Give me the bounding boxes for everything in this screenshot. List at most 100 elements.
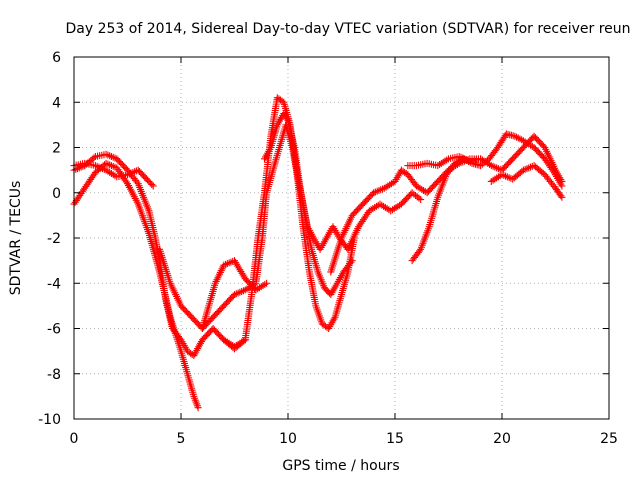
data-point (417, 196, 425, 204)
data-point (255, 284, 263, 292)
data-point (386, 181, 394, 189)
data-point (498, 171, 506, 179)
y-tick-label: -6 (47, 322, 61, 338)
data-point (149, 182, 157, 190)
data-point (127, 169, 135, 177)
data-point (493, 164, 501, 172)
data-point (387, 207, 395, 215)
data-point (80, 186, 88, 194)
data-point (194, 404, 202, 412)
y-tick-label: -10 (38, 412, 61, 428)
data-point (100, 165, 108, 173)
data-point (491, 175, 499, 183)
data-point (234, 340, 242, 348)
data-point (384, 182, 392, 190)
data-point (502, 172, 510, 180)
y-tick-label: 4 (52, 95, 61, 111)
data-point (234, 289, 242, 297)
data-point (263, 279, 271, 287)
data-point (416, 184, 424, 192)
data-point (223, 338, 231, 346)
data-point (74, 195, 82, 203)
data-point (412, 182, 420, 190)
data-point (358, 217, 366, 225)
data-point (83, 181, 91, 189)
data-point (111, 172, 119, 180)
series-track-11 (487, 162, 566, 201)
x-tick-label: 25 (600, 431, 618, 447)
data-point (486, 160, 494, 168)
data-point (75, 193, 83, 201)
data-point (84, 179, 92, 187)
data-point (480, 157, 488, 165)
data-point (196, 341, 204, 349)
data-point (133, 178, 141, 186)
x-tick-label: 15 (386, 431, 404, 447)
data-point (439, 158, 447, 166)
data-point (191, 350, 199, 358)
y-tick-label: -4 (47, 276, 61, 292)
y-tick-labels: -10 -8 -6 -4 -2 0 2 4 6 (38, 50, 61, 428)
data-point (357, 219, 365, 227)
y-tick-label: 6 (52, 50, 61, 66)
data-points (70, 94, 566, 412)
data-point (81, 184, 89, 192)
series-track-8 (327, 155, 485, 276)
data-point (77, 190, 85, 198)
data-point (82, 182, 90, 190)
data-point (74, 165, 82, 173)
series-track-10 (404, 132, 566, 185)
data-point (261, 280, 269, 288)
data-point (443, 156, 451, 164)
data-point (196, 339, 204, 347)
data-point (132, 167, 140, 175)
data-point (257, 283, 265, 291)
x-tick-label: 0 (70, 431, 79, 447)
data-point (381, 203, 389, 211)
data-point (390, 205, 398, 213)
data-point (356, 221, 364, 229)
data-point (106, 152, 114, 160)
data-point (437, 159, 445, 167)
data-point (493, 174, 501, 182)
x-axis-label: GPS time / hours (282, 458, 399, 474)
data-point (239, 287, 247, 295)
data-point (71, 198, 79, 206)
data-point (363, 210, 371, 218)
data-point (195, 343, 203, 351)
data-point (122, 178, 130, 186)
series-track-7 (260, 110, 425, 253)
data-point (558, 193, 566, 201)
data-point (369, 205, 377, 213)
x-tick-label: 20 (493, 431, 511, 447)
data-point (283, 115, 291, 123)
data-point (418, 185, 426, 193)
data-point (223, 260, 231, 268)
y-tick-label: -8 (47, 367, 61, 383)
axis-ticks (73, 56, 610, 420)
data-point (355, 223, 363, 231)
data-point (78, 188, 86, 196)
x-tick-label: 5 (177, 431, 186, 447)
data-point (373, 187, 381, 195)
data-point (415, 247, 423, 255)
data-point (106, 168, 114, 176)
data-point (190, 352, 198, 360)
data-point (85, 177, 93, 185)
data-point (380, 202, 388, 210)
y-tick-label: 2 (52, 141, 61, 157)
x-tick-labels: 0 5 10 15 20 25 (70, 431, 618, 447)
data-point (148, 180, 156, 188)
data-point (176, 334, 184, 342)
y-tick-label: -2 (47, 231, 61, 247)
data-point (90, 154, 98, 162)
data-point (88, 174, 96, 182)
series-track-3 (70, 159, 157, 190)
data-point (557, 192, 565, 200)
data-point (523, 165, 531, 173)
data-point (496, 165, 504, 173)
data-point (113, 164, 121, 172)
data-point (361, 214, 369, 222)
data-point (95, 163, 103, 171)
